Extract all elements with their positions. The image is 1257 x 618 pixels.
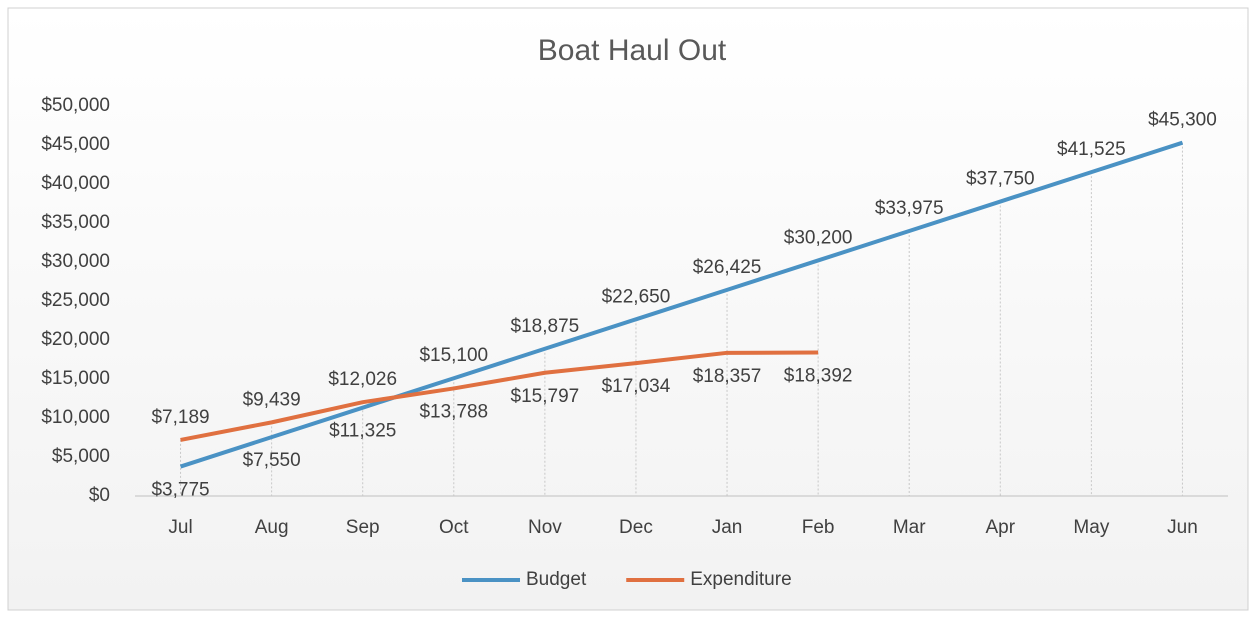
- data-label: $11,325: [329, 421, 396, 442]
- y-tick-label: $40,000: [41, 173, 110, 194]
- x-tick-label: Jun: [1167, 517, 1198, 538]
- data-label: $15,797: [511, 386, 580, 407]
- data-label: $45,300: [1148, 110, 1217, 131]
- y-tick-label: $15,000: [41, 368, 110, 389]
- x-tick-label: Jul: [168, 517, 192, 538]
- legend-label: Budget: [526, 569, 587, 590]
- x-tick-label: Nov: [528, 517, 562, 538]
- data-label: $9,439: [243, 389, 301, 410]
- data-label: $30,200: [784, 227, 853, 248]
- y-tick-label: $25,000: [41, 290, 110, 311]
- data-label: $3,775: [151, 480, 209, 501]
- data-label: $7,189: [151, 407, 209, 428]
- x-tick-label: Feb: [802, 517, 835, 538]
- x-tick-label: May: [1073, 517, 1109, 538]
- y-tick-label: $35,000: [41, 212, 110, 233]
- x-tick-label: Oct: [439, 517, 469, 538]
- data-label: $12,026: [328, 369, 397, 390]
- data-label: $18,392: [784, 366, 853, 387]
- y-tick-label: $5,000: [52, 446, 110, 467]
- data-label: $13,788: [419, 401, 488, 422]
- x-tick-label: Mar: [893, 517, 926, 538]
- data-label: $15,100: [419, 345, 488, 366]
- chart-frame: [7, 7, 1249, 611]
- y-tick-label: $45,000: [41, 134, 110, 155]
- y-tick-label: $10,000: [41, 407, 110, 428]
- y-tick-label: $20,000: [41, 329, 110, 350]
- y-tick-label: $0: [89, 485, 110, 506]
- data-label: $22,650: [602, 286, 671, 307]
- data-label: $17,034: [602, 376, 671, 397]
- data-label: $7,550: [243, 450, 301, 471]
- data-label: $26,425: [693, 257, 762, 278]
- x-tick-label: Apr: [986, 517, 1016, 538]
- x-tick-label: Sep: [346, 517, 380, 538]
- x-tick-label: Dec: [619, 517, 653, 538]
- data-label: $33,975: [875, 198, 944, 219]
- data-label: $18,875: [511, 316, 580, 337]
- x-tick-label: Aug: [255, 517, 289, 538]
- y-tick-label: $50,000: [41, 95, 110, 116]
- data-label: $18,357: [693, 366, 762, 387]
- series-line: [179, 140, 1184, 469]
- data-label: $37,750: [966, 169, 1035, 190]
- x-tick-label: Jan: [712, 517, 743, 538]
- data-label: $41,525: [1057, 139, 1126, 160]
- chart-title: Boat Haul Out: [538, 34, 727, 67]
- legend-label: Expenditure: [690, 569, 791, 590]
- y-tick-label: $30,000: [41, 251, 110, 272]
- series-line: [180, 350, 819, 442]
